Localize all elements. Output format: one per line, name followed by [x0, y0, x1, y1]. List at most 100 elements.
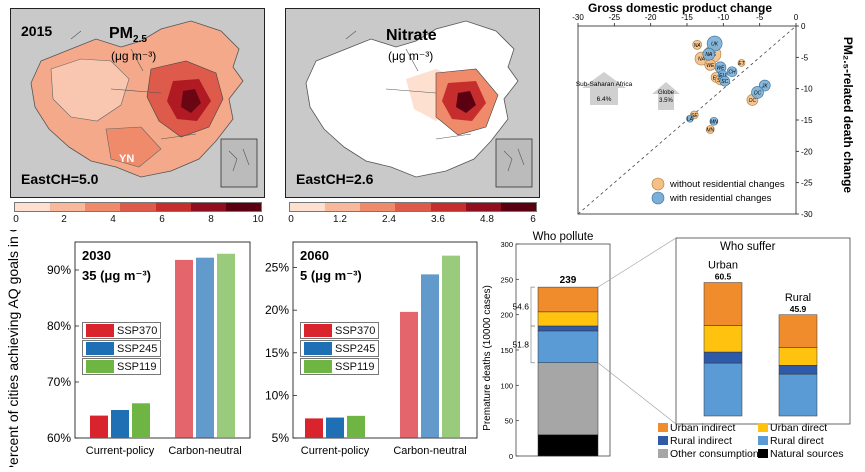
nitrate-cbar-tick: 6 — [530, 214, 536, 225]
pm25-cbar-tick: 4 — [110, 214, 116, 225]
bar-y-tick-label: 10% — [265, 388, 289, 402]
scatter-point — [686, 114, 694, 123]
nitrate-stat: EastCH=2.6 — [296, 171, 374, 187]
scatter-point-label: OC — [749, 98, 757, 104]
legend-other-consumption: Other consumption — [670, 448, 759, 460]
legend-with-label: with residential changes — [669, 193, 772, 204]
scatter-legend: without residential changes with residen… — [651, 177, 785, 205]
scatter-point — [709, 116, 719, 126]
scatter-x-tick-label: -20 — [645, 13, 657, 22]
who-pollute-y-tick-label: 0 — [509, 452, 513, 461]
who-suffer-title: Who suffer — [720, 241, 776, 253]
pm25-year: 2015 — [21, 23, 53, 39]
scatter-point — [702, 47, 716, 61]
pm25-cbar-tick: 10 — [252, 214, 264, 225]
bar-y-tick-label: 80% — [47, 319, 71, 333]
globe-arrow — [652, 82, 680, 110]
scatter-x-tick-label: -30 — [572, 13, 584, 22]
legend-ssp370-label: SSP370 — [335, 324, 376, 337]
bar-category-label: Carbon-neutral — [168, 445, 241, 457]
legend-ssp119-label: SSP119 — [335, 360, 375, 373]
bar-2060-panel: 5% 10% 15% 20% 25% Current-policy Carbon-neutr… — [255, 230, 485, 472]
legend-ssp119-label: SSP119 — [117, 360, 157, 373]
bar-2030-ylabel: Percent of cities achieving AQ goals in … — [5, 230, 21, 467]
scatter-point — [706, 35, 723, 52]
scatter-point-label: JK — [761, 84, 769, 90]
scatter-point-label: MN — [710, 119, 718, 125]
who-suffer-category-rural: Rural — [785, 292, 811, 304]
scatter-point-label: NA — [694, 43, 702, 49]
scatter-y-tick-label: -20 — [801, 147, 813, 156]
bar-y-tick-label: 5% — [272, 431, 290, 445]
scatter-point-label: UK — [711, 42, 719, 48]
bar-2060-year: 2060 — [300, 248, 329, 263]
legend-rural-direct: Rural direct — [770, 435, 824, 447]
scatter-point — [692, 39, 702, 50]
who-connectors — [597, 237, 677, 425]
who-pollute-panel: Who pollute Premature deaths (10000 case… — [480, 228, 865, 472]
scatter-y-tick-label: -30 — [801, 210, 813, 219]
bar-ssp370 — [175, 259, 193, 438]
bar-2060-bars — [305, 255, 460, 438]
scatter-y-tick-label: 0 — [801, 22, 806, 31]
gdp-scatter-panel: Gross domestic product change PM₂.₅-rela… — [560, 0, 865, 230]
suffer-stack-rural-direct — [703, 362, 743, 417]
pm25-title-main: PM — [109, 25, 133, 42]
scatter-point-label: NA — [705, 52, 713, 58]
bar-2030-target: 35 (μg m⁻³) — [82, 268, 151, 283]
bar-2030-year: 2030 — [82, 248, 111, 263]
legend-ssp245: SSP245 — [82, 340, 162, 357]
nitrate-colorbar — [289, 202, 537, 212]
who-suffer-frame — [675, 237, 851, 425]
legend-without-label: without residential changes — [669, 179, 785, 190]
scatter-y-tick-label: -15 — [801, 116, 813, 125]
annotation-ssa: Sub-Saharan Africa — [576, 81, 633, 88]
bar-ssp245 — [421, 274, 439, 438]
bar-frame — [74, 241, 251, 439]
bar-y-tick-label: 60% — [47, 431, 71, 445]
scatter-x-tick-label: -10 — [718, 13, 730, 22]
pm25-cbar-tick: 8 — [208, 214, 214, 225]
legend-ssp245-label: SSP245 — [335, 342, 376, 355]
who-suffer-category-urban: Urban — [708, 260, 738, 272]
annotation-ssa-value: 6.4% — [597, 96, 612, 103]
pm25-colorbar — [14, 202, 262, 212]
scatter-y-tick-label: -5 — [801, 53, 809, 62]
suffer-stack-urban-direct — [703, 325, 743, 353]
legend-ssp370: SSP370 — [82, 322, 162, 339]
bar-ssp370 — [305, 418, 323, 438]
gdp-scatter-chart: Gross domestic product change PM₂.₅-rela… — [572, 1, 855, 219]
bar-ssp245 — [196, 257, 214, 438]
bar-y-tick-label: 20% — [265, 303, 289, 317]
nitrate-title: Nitrate — [386, 27, 437, 44]
bar-ssp245 — [111, 410, 129, 438]
nitrate-map-shape — [305, 20, 533, 188]
suffer-stack-rural-indirect — [778, 365, 818, 375]
scatter-point — [737, 59, 746, 67]
pm25-cbar-tick: 6 — [159, 214, 165, 225]
who-pollute-total-label: 239 — [560, 275, 577, 286]
pm25-map-shape — [30, 20, 258, 188]
bar-ssp119 — [347, 415, 365, 438]
scatter-point — [719, 75, 731, 87]
legend-ssp245: SSP245 — [300, 340, 380, 357]
suffer-stack-urban-indirect — [778, 314, 818, 348]
bar-y-tick-label: 90% — [47, 263, 71, 277]
who-suffer-total-rural: 45.9 — [790, 304, 807, 314]
sub-saharan-arrow — [582, 72, 626, 105]
pm25-title: PM2.5 — [109, 25, 147, 45]
scatter-point-label: WE — [706, 63, 715, 69]
who-pollute-ylabel: Premature deaths (10000 cases) — [482, 285, 493, 431]
who-pollute-y-tick-label: 200 — [500, 311, 513, 320]
bar-2030-axes: 60% 70% 80% 90% Current-policy Carbon-neutral — [47, 241, 251, 457]
legend-without-swatch — [651, 177, 665, 191]
scatter-point-label: NA — [698, 57, 706, 63]
scatter-ylabel: PM₂.₅-related death change — [841, 37, 855, 194]
bar-2030-chart: Percent of cities achieving AQ goals in … — [5, 195, 251, 472]
nitrate-cbar-tick: 4.8 — [480, 214, 494, 225]
bar-2060-target: 5 (μg m⁻³) — [300, 268, 362, 283]
pm25-cbar-tick: 2 — [61, 214, 67, 225]
who-pollute-bracket-label-2: 51.8 — [512, 339, 529, 349]
bar-2060-axes: 5% 10% 15% 20% 25% Current-policy Carbon-neutr… — [265, 241, 478, 457]
bar-2030-legend: SSP370 SSP245 SSP119 — [82, 322, 162, 376]
